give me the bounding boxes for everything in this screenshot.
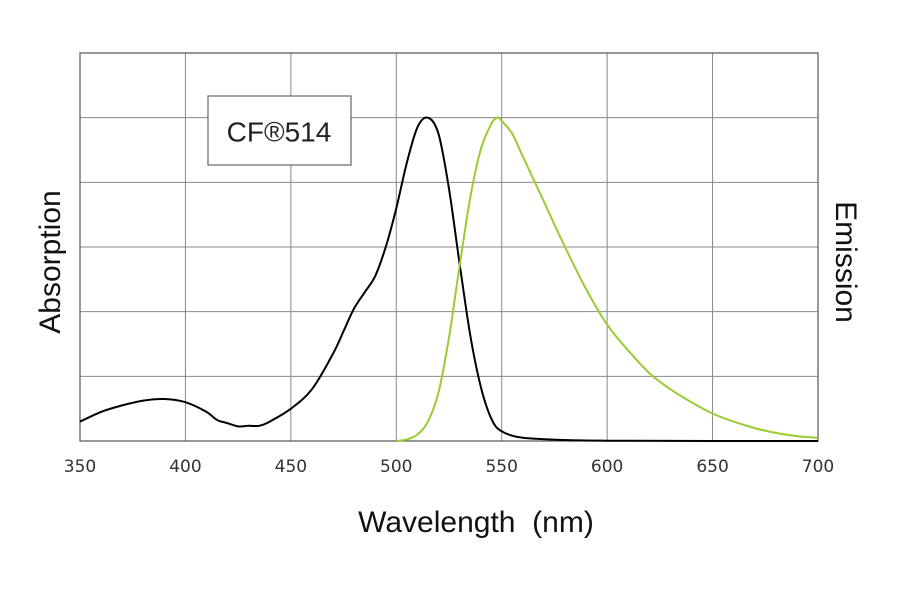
plot-frame bbox=[79, 52, 819, 442]
chart-title: CF®514 bbox=[227, 116, 332, 147]
x-tick-label: 450 bbox=[275, 457, 307, 477]
title-box-frame bbox=[207, 95, 352, 166]
y-axis-label-left: Absorption bbox=[34, 190, 67, 333]
x-tick-label: 650 bbox=[696, 457, 728, 477]
title-box: CF®514 bbox=[207, 95, 352, 166]
grid-lines bbox=[79, 52, 819, 442]
x-tick-label: 500 bbox=[380, 457, 412, 477]
series-lines bbox=[79, 116, 819, 443]
x-axis-label: Wavelength (nm) bbox=[358, 506, 594, 539]
x-tick-labels: 350 400 450 500 550 600 650 700 bbox=[64, 457, 834, 477]
absorption-curve bbox=[79, 116, 819, 443]
x-tick-label: 400 bbox=[169, 457, 201, 477]
emission-curve bbox=[396, 116, 819, 442]
x-tick-label: 550 bbox=[485, 457, 517, 477]
x-tick-label: 600 bbox=[591, 457, 623, 477]
x-tick-label: 700 bbox=[802, 457, 834, 477]
x-tick-label: 350 bbox=[64, 457, 96, 477]
y-axis-label-right: Emission bbox=[829, 201, 862, 323]
